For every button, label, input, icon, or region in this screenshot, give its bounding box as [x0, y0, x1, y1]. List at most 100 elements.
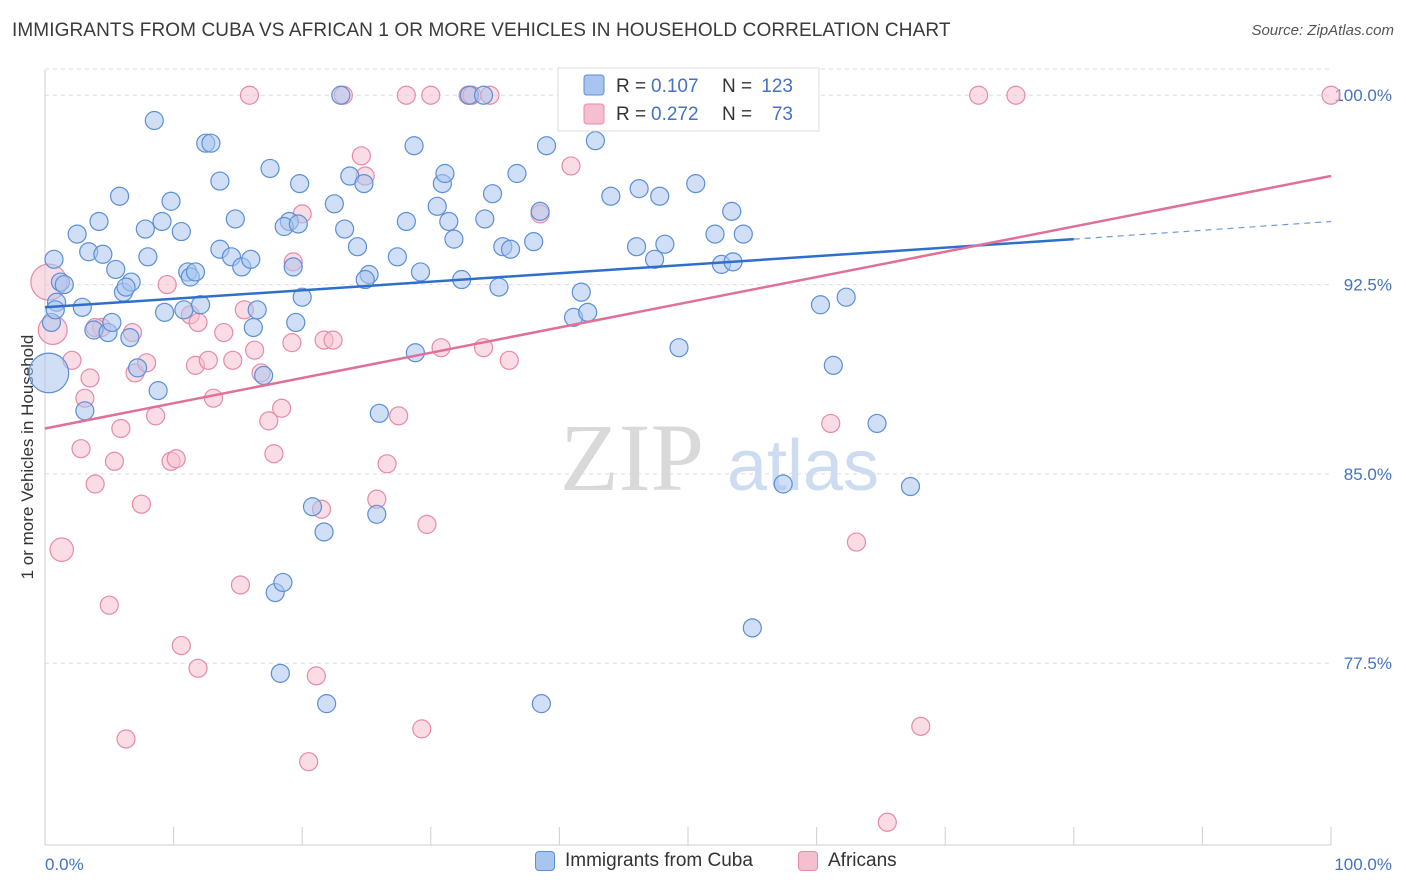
cuba-point: [292, 287, 312, 307]
cuba-point: [75, 401, 95, 421]
cuba-point: [174, 300, 194, 320]
africans-point: [561, 156, 581, 176]
africans-trend-line: [44, 174, 1332, 430]
legend-label-cuba: Immigrants from Cuba: [565, 850, 753, 871]
y-tick-labels: 100.0% 92.5% 85.0% 77.5%: [1334, 86, 1392, 673]
cuba-point: [354, 173, 374, 194]
cuba-point: [773, 474, 793, 494]
cuba-point: [109, 186, 130, 206]
cuba-point: [273, 572, 293, 593]
legend-swatch-cuba: [583, 74, 605, 96]
cuba-point: [531, 694, 551, 714]
cuba-point: [290, 173, 310, 194]
cuba-point: [44, 249, 64, 269]
africans-point: [166, 449, 186, 469]
cuba-point: [324, 194, 344, 214]
africans-point: [239, 85, 260, 105]
cuba-point: [355, 269, 375, 290]
africans-point: [877, 812, 897, 832]
cuba-point: [536, 136, 557, 156]
cuba-point: [705, 224, 725, 244]
cuba-point: [626, 237, 647, 257]
africans-point: [145, 406, 166, 426]
cuba-point: [283, 257, 303, 277]
chart-title: IMMIGRANTS FROM CUBA VS AFRICAN 1 OR MOR…: [12, 20, 951, 41]
cuba-point: [601, 186, 621, 206]
cuba-point: [254, 365, 274, 386]
cuba-point: [45, 300, 65, 320]
cuba-point: [571, 282, 591, 302]
cuba-point: [475, 209, 495, 229]
legend-swatch-cuba-bottom: [535, 851, 555, 871]
africans-point: [223, 350, 243, 370]
cuba-point: [629, 179, 649, 199]
cuba-point: [650, 186, 670, 206]
cuba-point: [655, 234, 675, 254]
cuba-point: [396, 211, 416, 232]
cuba-trend-extension: [1073, 220, 1332, 240]
cuba-point: [836, 287, 856, 307]
cuba-point: [67, 224, 87, 244]
africans-point: [911, 716, 931, 736]
cuba-point: [524, 232, 544, 252]
cuba-point: [54, 274, 74, 295]
source-credit: Source: ZipAtlas.com: [1251, 22, 1394, 39]
cuba-point: [722, 201, 742, 221]
cuba-point: [28, 352, 70, 394]
cuba-point: [489, 277, 509, 297]
africans-point: [306, 666, 326, 686]
africans-point: [157, 274, 177, 295]
cuba-point: [171, 221, 191, 242]
cuba-point: [500, 239, 521, 259]
cuba-point: [369, 403, 389, 423]
cuba-point: [317, 694, 337, 714]
watermark-zip: ZIP: [560, 404, 704, 511]
series-legend: Immigrants from Cuba Africans: [0, 850, 1406, 880]
africans-point: [85, 474, 105, 494]
cuba-point: [867, 413, 887, 434]
cuba-point: [260, 158, 280, 179]
cuba-point: [72, 297, 92, 317]
africans-point: [99, 595, 119, 615]
y-axis-label: 1 or more Vehicles in Household: [18, 335, 37, 580]
africans-point: [323, 330, 343, 350]
watermark: ZIP atlas: [560, 404, 879, 511]
cuba-point: [733, 224, 753, 244]
cuba-point: [154, 302, 175, 322]
y-tick-label: 100.0%: [1334, 86, 1392, 105]
africans-point: [111, 418, 131, 439]
cuba-point: [439, 211, 459, 232]
africans-point: [214, 322, 234, 343]
cuba-point: [444, 229, 464, 249]
cuba-point: [331, 85, 351, 105]
cuba-point: [148, 381, 168, 401]
watermark-atlas: atlas: [727, 426, 879, 506]
legend-r-value-cuba: 0.107: [651, 76, 699, 97]
africans-point: [821, 413, 841, 434]
cuba-point: [482, 184, 503, 204]
africans-point: [71, 439, 91, 459]
cuba-point: [585, 131, 606, 151]
cuba-point: [578, 302, 598, 322]
africans-point: [499, 350, 519, 370]
correlation-legend: R = 0.107 N = 123 R = 0.272 N = 73: [557, 67, 820, 132]
africans-point: [203, 388, 224, 408]
africans-point: [272, 398, 292, 418]
cuba-point: [427, 196, 447, 216]
africans-point: [299, 752, 319, 772]
cuba-point: [669, 338, 689, 358]
cuba-point: [286, 312, 306, 333]
cuba-point: [387, 247, 407, 267]
cuba-point: [225, 209, 245, 229]
cuba-point: [314, 522, 334, 542]
africans-point: [131, 494, 152, 514]
africans-point: [245, 340, 265, 360]
legend-item-africans: Africans: [798, 850, 897, 872]
africans-point: [171, 635, 191, 656]
africans-point: [188, 658, 208, 678]
cuba-point: [367, 504, 387, 524]
cuba-point: [120, 327, 140, 348]
cuba-point: [210, 171, 230, 191]
africans-point: [396, 85, 416, 105]
africans-point: [49, 537, 75, 562]
